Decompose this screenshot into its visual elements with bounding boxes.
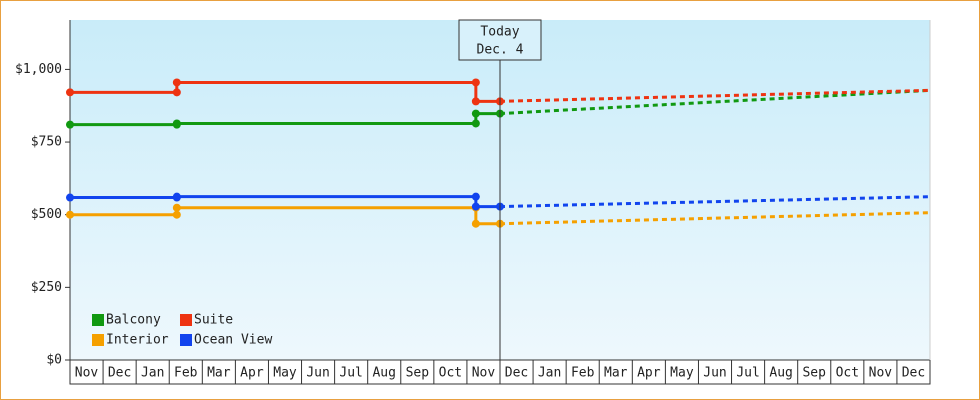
x-tick-label: Dec xyxy=(505,366,528,381)
legend-swatch xyxy=(180,314,192,326)
point xyxy=(471,97,480,106)
x-tick-label: Nov xyxy=(869,366,893,381)
today-label: Dec. 4 xyxy=(477,43,524,58)
x-tick-label: Jul xyxy=(736,366,759,381)
point xyxy=(172,203,181,212)
x-tick-label: Jan xyxy=(141,366,164,381)
x-tick-label: Feb xyxy=(174,366,198,381)
point xyxy=(172,210,181,219)
x-tick-label: Dec xyxy=(108,366,131,381)
x-tick-label: Oct xyxy=(439,366,462,381)
x-tick-label: Mar xyxy=(604,366,628,381)
x-tick-label: Sep xyxy=(802,366,826,381)
point xyxy=(66,120,74,129)
legend-swatch xyxy=(92,314,104,326)
series-line xyxy=(70,206,500,226)
legend-label: Interior xyxy=(106,333,169,348)
legend-swatch xyxy=(180,334,192,346)
legend-label: Ocean View xyxy=(194,333,272,348)
point xyxy=(172,119,181,128)
x-tick-label: Apr xyxy=(637,366,661,381)
x-tick-label: Nov xyxy=(75,366,99,381)
x-tick-label: Mar xyxy=(207,366,231,381)
x-tick-label: Jul xyxy=(339,366,362,381)
legend-label: Suite xyxy=(194,313,233,328)
x-tick-label: Feb xyxy=(571,366,595,381)
x-tick-label: Aug xyxy=(372,366,395,381)
point xyxy=(471,202,480,211)
point xyxy=(66,88,74,97)
today-label: Today xyxy=(480,25,519,40)
x-tick-label: Nov xyxy=(472,366,496,381)
point xyxy=(172,88,181,97)
point xyxy=(172,192,181,201)
x-tick-label: Apr xyxy=(240,366,264,381)
x-tick-label: May xyxy=(273,366,297,381)
x-tick-label: Dec xyxy=(902,366,925,381)
y-tick-label: $250 xyxy=(31,280,62,295)
y-tick-label: $0 xyxy=(46,353,62,368)
x-tick-label: Oct xyxy=(836,366,859,381)
x-tick-label: Jun xyxy=(306,366,329,381)
x-tick-label: Sep xyxy=(406,366,430,381)
y-tick-label: $500 xyxy=(31,207,62,222)
today-box xyxy=(458,19,542,61)
point xyxy=(471,119,480,128)
legend-label: Balcony xyxy=(106,313,161,328)
y-tick-label: $750 xyxy=(31,135,62,150)
x-tick-label: Jan xyxy=(538,366,561,381)
series-line xyxy=(70,195,500,209)
point xyxy=(66,193,74,202)
point xyxy=(471,109,480,118)
y-tick-label: $1,000 xyxy=(15,62,62,77)
point xyxy=(471,192,480,201)
legend-swatch xyxy=(92,334,104,346)
point xyxy=(471,78,480,87)
x-tick-label: Jun xyxy=(703,366,726,381)
x-tick-label: Aug xyxy=(769,366,792,381)
point xyxy=(66,210,74,219)
point xyxy=(471,219,480,228)
point xyxy=(172,78,181,87)
x-tick-label: May xyxy=(670,366,694,381)
series-line xyxy=(70,80,500,103)
series-line xyxy=(70,112,500,127)
